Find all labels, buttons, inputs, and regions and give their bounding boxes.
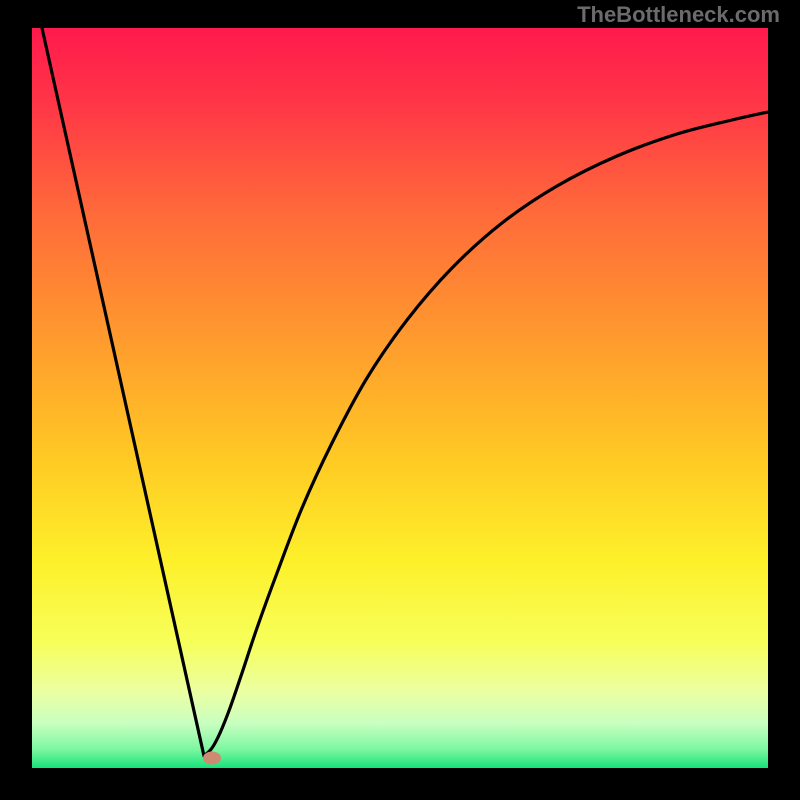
- plot-area: [32, 28, 768, 768]
- chart-container: TheBottleneck.com: [0, 0, 800, 800]
- optimal-point-marker: [203, 752, 221, 765]
- watermark-text: TheBottleneck.com: [577, 2, 780, 28]
- plot-svg: [32, 28, 768, 768]
